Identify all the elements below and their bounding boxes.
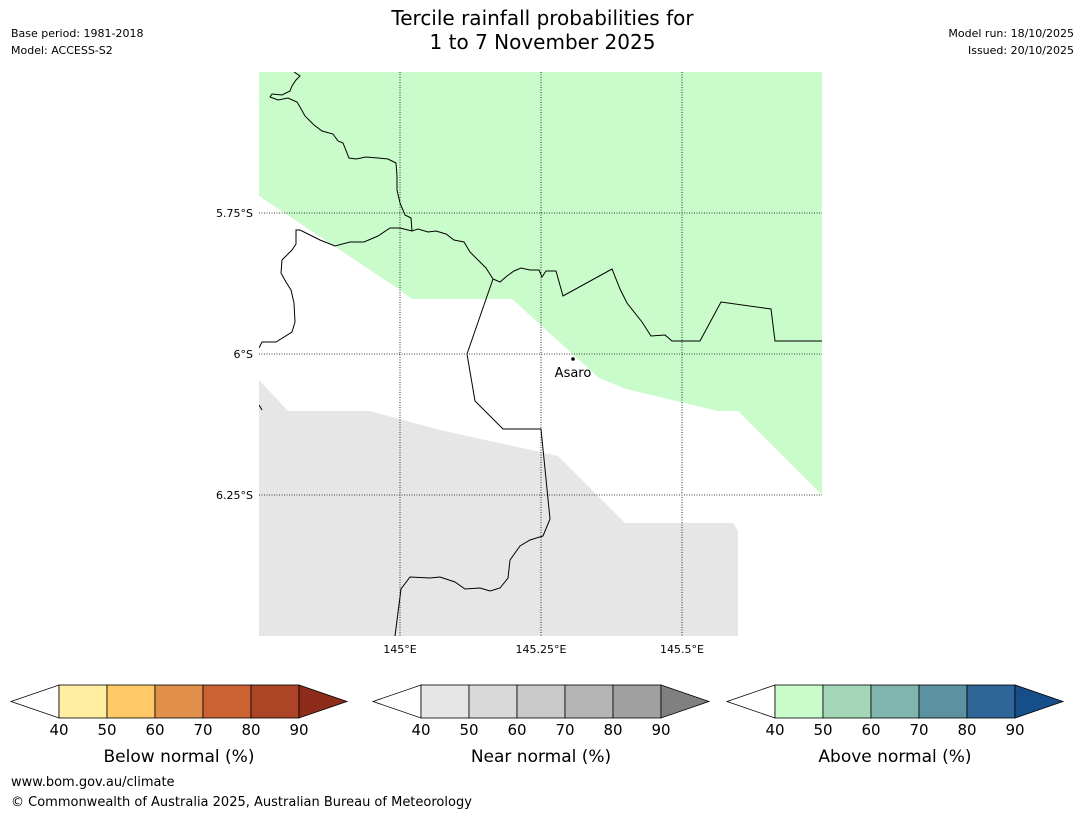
colorbar-near-50-60 [468,684,518,719]
colorbar-above-50-60 [822,684,872,719]
colorbar-near-40-50 [420,684,470,719]
graticule [259,72,822,636]
lat-label: 6.25°S [216,489,253,502]
colorbar-tick: 60 [507,721,526,739]
colorbar-below-80-90 [250,684,300,719]
colorbar-tick: 50 [813,721,832,739]
colorbar-tick: 80 [603,721,622,739]
colorbar-tick: 60 [145,721,164,739]
colorbar-near-max-extension [660,684,711,719]
base-period: Base period: 1981-2018 [11,27,144,40]
place-marker [571,357,575,361]
colorbar-above-max-extension [1014,684,1065,719]
colorbar-above-40-50 [774,684,824,719]
place-label: Asaro [555,366,592,381]
colorbar-tick: 40 [765,721,784,739]
colorbar-near-80-90 [612,684,662,719]
border-line-west [259,227,413,349]
footer-copyright: © Commonwealth of Australia 2025, Austra… [11,795,472,810]
model-run: Model run: 18/10/2025 [948,27,1074,40]
colorbar-tick: 90 [651,721,670,739]
colorbar-below-max-extension [298,684,349,719]
colorbar-below-min-extension [9,684,60,719]
colorbar-tick: 90 [1005,721,1024,739]
colorbar-above-80-90 [966,684,1016,719]
country-border [259,72,822,636]
colorbar-below-60-70 [154,684,204,719]
colorbar-above-normal: 40 50 60 70 80 90 Above normal (%) [725,684,1065,767]
colorbar-tick: 70 [555,721,574,739]
colorbar-below-label: Below normal (%) [104,747,255,767]
colorbar-above-70-80 [918,684,968,719]
border-fragment [259,404,263,411]
header-left-meta: Base period: 1981-2018 Model: ACCESS-S2 [11,25,143,59]
colorbar-tick: 90 [289,721,308,739]
colorbar-tick: 40 [411,721,430,739]
colorbar-above-label: Above normal (%) [818,747,971,767]
colorbar-near-label: Near normal (%) [471,747,611,767]
page-title: Tercile rainfall probabilities for 1 to … [0,6,1085,54]
colorbar-near-normal: 40 50 60 70 80 90 Near normal (%) [371,684,711,767]
lon-label: 145.25°E [516,643,567,656]
colorbar-above-60-70 [870,684,920,719]
colorbar-below-50-60 [106,684,156,719]
colorbar-tick: 80 [241,721,260,739]
colorbar-tick: 50 [459,721,478,739]
lat-label: 5.75°S [216,207,253,220]
colorbar-tick: 40 [49,721,68,739]
colorbar-below-normal: 40 50 60 70 80 90 Below normal (%) [9,684,349,767]
colorbar-near-min-extension [371,684,422,719]
title-line-2: 1 to 7 November 2025 [429,30,656,54]
colorbar-tick: 70 [909,721,928,739]
header-right-meta: Model run: 18/10/2025 Issued: 20/10/2025 [948,25,1074,59]
lat-label: 6°S [234,348,253,361]
colorbar-tick: 80 [957,721,976,739]
near-normal-region [259,380,738,636]
colorbar-tick: 60 [861,721,880,739]
colorbar-tick: 70 [193,721,212,739]
issued-date: Issued: 20/10/2025 [967,44,1074,57]
border-line [269,72,822,342]
colorbar-below-70-80 [202,684,252,719]
colorbar-near-60-70 [516,684,566,719]
map-area [259,72,822,636]
colorbar-near-70-80 [564,684,614,719]
lon-label: 145°E [383,643,416,656]
footer-url[interactable]: www.bom.gov.au/climate [11,775,175,790]
border-line-south [394,278,551,636]
lon-label: 145.5°E [660,643,704,656]
model-name: Model: ACCESS-S2 [11,44,113,57]
colorbar-above-min-extension [725,684,776,719]
colorbar-tick: 50 [97,721,116,739]
colorbar-below-40-50 [58,684,108,719]
title-line-1: Tercile rainfall probabilities for [391,6,694,30]
